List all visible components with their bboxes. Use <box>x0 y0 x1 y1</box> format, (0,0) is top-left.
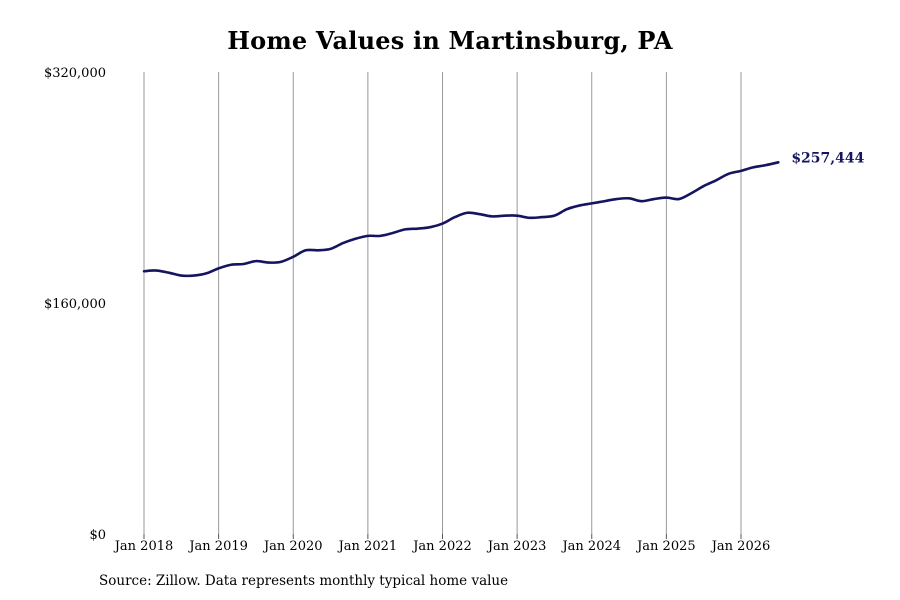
source-note: Source: Zillow. Data represents monthly … <box>99 573 509 589</box>
series-line <box>142 161 780 278</box>
axis-layer: Jan 2018 Jan 2019 Jan 2020 Jan 2021 Jan 2022… <box>44 66 770 554</box>
x-tick-label: Jan 2025 <box>635 539 696 554</box>
x-tick-label: Jan 2021 <box>337 539 398 554</box>
x-tick-label: Jan 2024 <box>560 539 621 554</box>
x-tick-label: Jan 2023 <box>486 539 547 554</box>
label-layer: $257,444 <box>791 150 864 166</box>
chart-title: Home Values in Martinsburg, PA <box>227 26 673 55</box>
y-tick-label: $320,000 <box>44 66 106 81</box>
x-tick-label: Jan 2026 <box>710 539 771 554</box>
grid-layer <box>143 72 742 534</box>
x-tick-label: Jan 2020 <box>262 539 323 554</box>
y-tick-label: $160,000 <box>44 297 106 312</box>
x-tick-label: Jan 2022 <box>411 539 472 554</box>
x-tick-label: Jan 2019 <box>187 539 248 554</box>
end-value-label: $257,444 <box>791 150 864 166</box>
y-tick-label: $0 <box>89 528 106 543</box>
x-tick-label: Jan 2018 <box>113 539 174 554</box>
series-layer <box>142 161 780 278</box>
